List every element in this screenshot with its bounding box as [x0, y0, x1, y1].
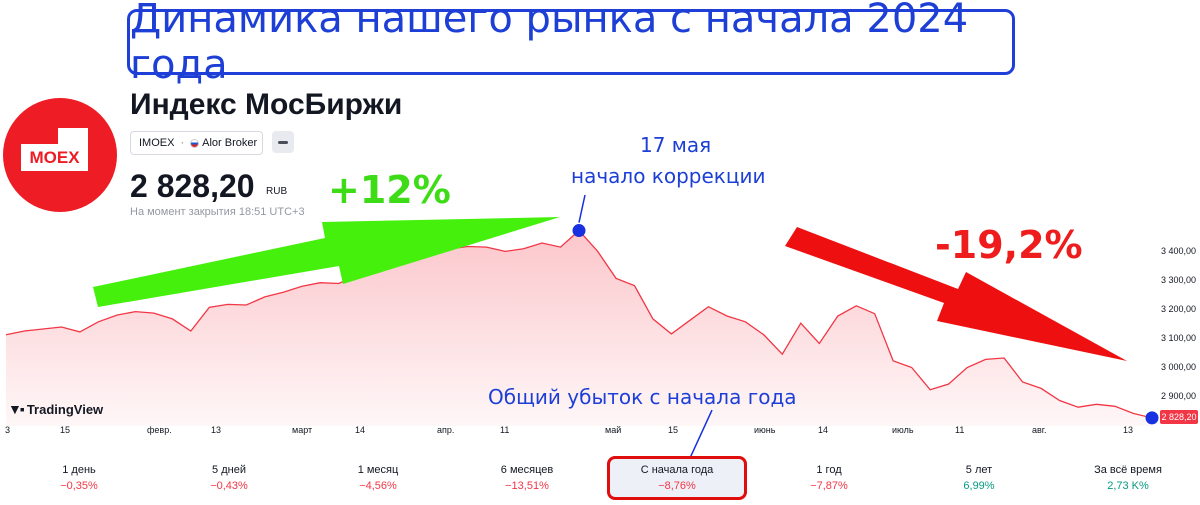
- market-close-note: На момент закрытия 18:51 UTC+3: [130, 206, 305, 218]
- x-tick-label: июнь: [754, 425, 776, 435]
- minus-icon: [278, 140, 288, 144]
- y-tick-label: 3 400,00: [1160, 246, 1196, 257]
- x-tick-label: 11: [500, 425, 510, 435]
- period-change: 2,73 K%: [1107, 480, 1149, 492]
- x-tick-label: июль: [892, 425, 914, 435]
- x-tick-label: май: [605, 425, 622, 435]
- period-tab[interactable]: 1 год −7,87%: [769, 458, 889, 498]
- period-tab[interactable]: С начала года −8,76%: [607, 456, 747, 500]
- period-tab[interactable]: 5 лет 6,99%: [919, 458, 1039, 498]
- period-selector: 1 день −0,35% 5 дней −0,43% 1 месяц −4,56% 6 м…: [0, 456, 1200, 504]
- tradingview-icon: ▼▪: [8, 401, 25, 417]
- moex-logo-text: MOEX: [21, 144, 88, 171]
- gain-annotation: +12%: [328, 168, 451, 212]
- current-price: 2 828,20: [130, 168, 255, 204]
- y-tick-label: 3 200,00: [1160, 304, 1196, 315]
- broker-name: Alor Broker: [202, 137, 258, 149]
- period-change: 6,99%: [963, 480, 995, 492]
- ticker-separator: ·: [180, 137, 185, 149]
- period-change: −4,56%: [359, 480, 397, 492]
- instrument-title: Индекс МосБиржи: [130, 88, 403, 121]
- y-tick-label: 3 300,00: [1160, 275, 1196, 286]
- period-change: −13,51%: [505, 480, 549, 492]
- x-tick-label: апр.: [437, 425, 455, 435]
- gain-arrow: [93, 217, 560, 307]
- tradingview-label: TradingView: [26, 401, 104, 417]
- period-tab[interactable]: 1 день −0,35%: [19, 458, 139, 498]
- moex-logo-notch: [58, 128, 88, 145]
- ticker-selector[interactable]: IMOEX · Alor Broker: [130, 131, 263, 155]
- period-label: 5 лет: [965, 464, 993, 476]
- ticker-symbol: IMOEX: [139, 137, 175, 149]
- x-tick-label: 11: [955, 425, 965, 435]
- period-tab[interactable]: 5 дней −0,43%: [169, 458, 289, 498]
- loss-annotation: -19,2%: [935, 223, 1083, 267]
- x-tick-label: авг.: [1032, 425, 1047, 435]
- total-loss-annotation: Общий убыток с начала года: [488, 385, 797, 409]
- x-tick-label: март: [292, 425, 313, 435]
- last-price-marker: [1145, 411, 1159, 425]
- period-label: С начала года: [640, 464, 714, 476]
- period-tab[interactable]: За всё время 2,73 K%: [1068, 458, 1188, 498]
- peak-marker: [572, 224, 586, 238]
- x-tick-label: 3: [5, 425, 11, 435]
- period-label: 5 дней: [212, 464, 246, 476]
- period-label: За всё время: [1094, 464, 1162, 476]
- period-change: −0,35%: [60, 480, 98, 492]
- price-currency: RUB: [266, 186, 288, 197]
- period-label: 1 месяц: [357, 464, 399, 476]
- loss-arrow: [785, 227, 1127, 361]
- period-label: 1 год: [816, 464, 842, 476]
- ytd-leader-line: [689, 409, 713, 459]
- x-tick-label: 15: [60, 425, 71, 435]
- tradingview-logo[interactable]: ▼▪ TradingView: [8, 401, 103, 417]
- y-tick-label: 3 000,00: [1160, 362, 1196, 373]
- period-change: −8,76%: [658, 480, 696, 492]
- x-tick-label: 13: [1123, 425, 1134, 435]
- peak-date-annotation: 17 мая: [640, 133, 712, 157]
- period-change: −7,87%: [810, 480, 848, 492]
- period-tab[interactable]: 1 месяц −4,56%: [318, 458, 438, 498]
- russia-flag-icon: [190, 138, 200, 148]
- x-tick-label: февр.: [147, 425, 172, 435]
- period-label: 1 день: [62, 464, 96, 476]
- y-tick-label: 2 900,00: [1160, 391, 1196, 402]
- remove-button[interactable]: [272, 131, 294, 153]
- period-label: 6 месяцев: [500, 464, 554, 476]
- price-area: [6, 230, 1152, 426]
- x-tick-label: 14: [818, 425, 829, 435]
- x-tick-label: 15: [668, 425, 679, 435]
- x-tick-label: 13: [211, 425, 222, 435]
- period-tab[interactable]: 6 месяцев −13,51%: [467, 458, 587, 498]
- last-price-tag: 2 828,20: [1160, 410, 1198, 424]
- x-tick-label: 14: [355, 425, 366, 435]
- peak-label-annotation: начало коррекции: [571, 164, 766, 188]
- peak-leader-line: [578, 194, 586, 223]
- period-change: −0,43%: [210, 480, 248, 492]
- y-tick-label: 3 100,00: [1160, 333, 1196, 344]
